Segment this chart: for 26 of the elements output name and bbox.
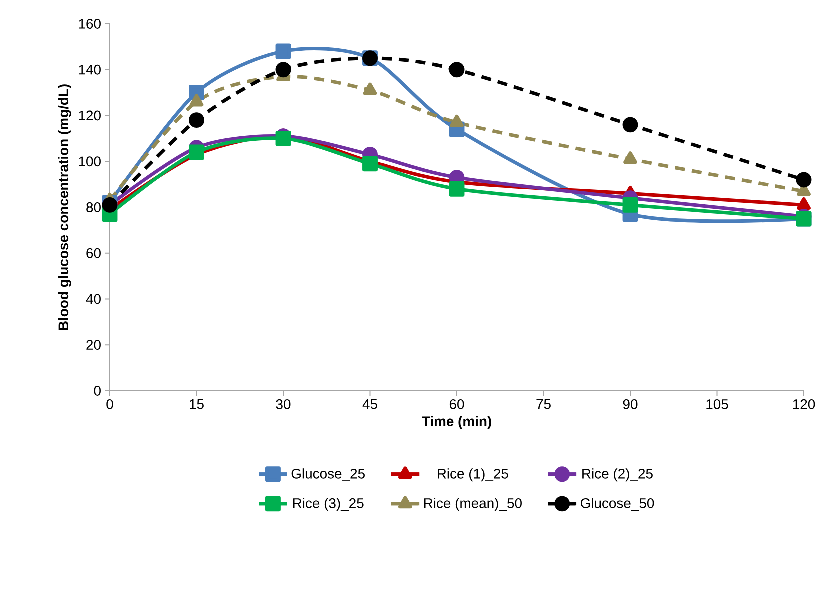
y-tick-label: 0	[94, 386, 101, 396]
x-tick-label: 30	[276, 399, 291, 410]
y-tick-label: 120	[79, 110, 101, 121]
x-tick-label: 0	[106, 399, 114, 410]
legend-label: Rice (2)_25	[582, 468, 653, 482]
x-tick-label: 75	[536, 400, 551, 410]
x-tick-label: 60	[450, 399, 464, 410]
y-tick-label: 20	[86, 340, 101, 350]
x-tick-label: 120	[793, 399, 816, 410]
legend-label: Rice (mean)_50	[424, 498, 522, 512]
x-tick-label: 45	[362, 400, 378, 410]
y-tick-label: 80	[86, 202, 101, 212]
y-axis-title: Blood glucose concentration (mg/dL)	[58, 84, 72, 330]
y-tick-label: 160	[79, 19, 101, 29]
x-tick-label: 15	[190, 400, 204, 410]
legend-label: Rice (3)_25	[293, 498, 364, 512]
legend-label: Glucose_25	[292, 468, 365, 482]
x-axis-title: Time (min)	[422, 416, 492, 430]
legend-label: Rice (1)_25	[438, 468, 508, 482]
y-tick-label: 140	[79, 64, 101, 75]
x-tick-label: 105	[706, 399, 728, 410]
y-tick-label: 100	[79, 156, 101, 167]
y-tick-label: 40	[86, 294, 101, 304]
x-tick-label: 90	[623, 399, 638, 410]
y-tick-label: 60	[86, 248, 101, 258]
legend-label: Glucose_50	[580, 498, 654, 511]
